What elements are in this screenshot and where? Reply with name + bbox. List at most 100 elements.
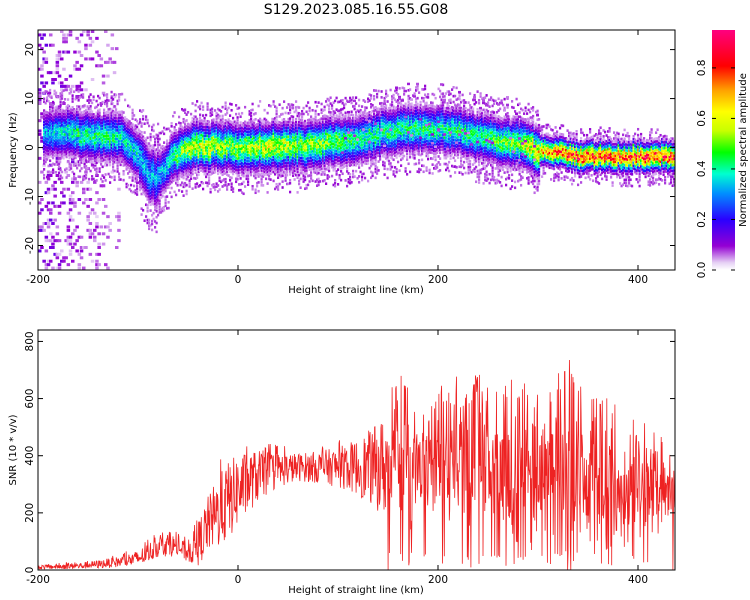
spectrogram-ridge-cell xyxy=(341,125,344,129)
spectrogram-ridge-cell xyxy=(268,136,271,140)
spectrogram-ridge-cell xyxy=(304,122,307,126)
spectrogram-ridge-cell xyxy=(79,125,82,129)
spectrogram-ridge-cell xyxy=(164,186,167,190)
spectrogram-ridge-cell xyxy=(85,135,88,139)
spectrogram-ridge-cell xyxy=(302,121,305,125)
spectrogram-ridge-cell xyxy=(227,156,230,160)
spectrogram-ridge-cell xyxy=(206,131,209,135)
spectrogram-ridge-cell xyxy=(127,125,130,128)
spectrogram-ridge-cell xyxy=(244,164,247,168)
spectrogram-ridge-cell xyxy=(244,138,247,141)
spectrogram-ridge-cell xyxy=(205,152,208,155)
spectrogram-noise-cell xyxy=(66,235,71,239)
spectrogram-noise-cell xyxy=(53,218,57,222)
spectrogram-ridge-cell xyxy=(52,141,55,145)
spectrogram-ridge-cell xyxy=(347,172,350,175)
spectrogram-ridge-cell xyxy=(181,128,184,132)
spectrogram-noise-cell xyxy=(106,225,110,229)
spectrogram-ridge-cell xyxy=(58,162,61,166)
spectrogram-ridge-cell xyxy=(166,154,169,157)
spectrogram-ridge-cell xyxy=(236,154,239,157)
spectrogram-ridge-cell xyxy=(89,107,92,111)
spectrogram-ridge-cell xyxy=(305,163,308,166)
spectrogram-ridge-cell xyxy=(131,155,134,159)
spectrogram-ridge-cell xyxy=(71,94,74,97)
spectrogram-ridge-cell xyxy=(349,152,352,156)
spectrogram-ridge-cell xyxy=(157,140,160,143)
spectrogram-ridge-cell xyxy=(158,184,161,188)
spectrogram-ridge-cell xyxy=(203,117,206,120)
spectrogram-ridge-cell xyxy=(64,147,67,151)
spectrogram-ridge-cell xyxy=(224,177,227,181)
spectrogram-ridge-cell xyxy=(97,138,100,142)
spectrogram-ridge-cell xyxy=(262,160,265,164)
spectrogram-ridge-cell xyxy=(208,129,211,132)
spectrogram-ridge-cell xyxy=(310,159,313,163)
spectrogram-ridge-cell xyxy=(310,138,313,142)
spectrogram-ridge-cell xyxy=(244,105,247,109)
spectrogram-ridge-cell xyxy=(244,129,247,132)
spectrogram-ridge-cell xyxy=(227,121,230,124)
spectrogram-noise-cell xyxy=(71,232,75,236)
spectrogram-ridge-cell xyxy=(115,128,118,132)
spectrogram-ridge-cell xyxy=(221,114,224,118)
spectrogram-ridge-cell xyxy=(134,159,137,163)
spectrogram-ridge-cell xyxy=(118,119,121,123)
spectrogram-ridge-cell xyxy=(50,125,53,129)
spectrogram-ridge-cell xyxy=(352,152,355,155)
spectrogram-ridge-cell xyxy=(170,145,173,149)
spectrogram-ridge-cell xyxy=(184,181,187,185)
spectrogram-ridge-cell xyxy=(161,206,164,210)
spectrogram-ridge-cell xyxy=(235,145,238,148)
spectrogram-ridge-cell xyxy=(251,164,254,168)
spectrogram-ridge-cell xyxy=(113,154,116,158)
spectrogram-ridge-cell xyxy=(53,133,56,137)
spectrogram-ridge-cell xyxy=(299,151,302,154)
spectrogram-ridge-cell xyxy=(182,144,185,147)
spectrogram-ridge-cell xyxy=(185,189,188,193)
spectrogram-ridge-cell xyxy=(163,147,166,150)
spectrogram-ridge-cell xyxy=(235,121,238,125)
spectrogram-ridge-cell xyxy=(61,108,64,112)
spectrogram-ridge-cell xyxy=(187,128,190,132)
spectrogram-ridge-cell xyxy=(220,148,223,151)
spectrogram-ridge-cell xyxy=(263,120,266,124)
spectrogram-ridge-cell xyxy=(145,147,148,151)
spectrogram-ridge-cell xyxy=(289,137,292,141)
spectrogram-ridge-cell xyxy=(157,122,160,126)
spectrogram-ridge-cell xyxy=(160,131,163,135)
spectrogram-ridge-cell xyxy=(241,132,244,136)
spectrogram-ridge-cell xyxy=(301,171,304,175)
spectrogram-ridge-cell xyxy=(317,151,320,154)
spectrogram-ridge-cell xyxy=(310,144,313,148)
spectrogram-ridge-cell xyxy=(251,123,254,126)
spectrogram-ridge-cell xyxy=(59,139,62,142)
spectrogram-ridge-cell xyxy=(173,164,176,167)
spectrogram-ridge-cell xyxy=(199,116,202,120)
spectrogram-ridge-cell xyxy=(154,143,157,147)
spectrogram-ridge-cell xyxy=(106,110,109,114)
spectrogram-ridge-cell xyxy=(86,146,89,149)
spectrogram-ridge-cell xyxy=(167,168,170,172)
spectrogram-ridge-cell xyxy=(119,137,122,140)
spectrogram-ridge-cell xyxy=(121,145,124,149)
spectrogram-ridge-cell xyxy=(226,126,229,130)
spectrogram-ridge-cell xyxy=(55,150,58,153)
spectrogram-ridge-cell xyxy=(101,144,104,148)
spectrogram-noise-cell xyxy=(68,252,73,256)
spectrogram-ridge-cell xyxy=(92,116,95,119)
spectrogram-ridge-cell xyxy=(115,155,118,158)
spectrogram-ridge-cell xyxy=(200,169,203,172)
spectrogram-ridge-cell xyxy=(157,213,160,217)
spectrogram-ridge-cell xyxy=(89,93,92,96)
spectrogram-ridge-cell xyxy=(326,124,329,127)
spectrogram-ridge-cell xyxy=(236,133,239,137)
spectrogram-ridge-cell xyxy=(209,161,212,165)
spectrogram-ridge-cell xyxy=(140,172,143,175)
spectrogram-ridge-cell xyxy=(328,99,331,102)
spectrogram-ridge-cell xyxy=(343,115,346,118)
spectrogram-ridge-cell xyxy=(310,147,313,151)
spectrogram-ridge-cell xyxy=(311,141,314,144)
spectrogram-noise-cell xyxy=(79,95,84,99)
spectrogram-ridge-cell xyxy=(313,147,316,150)
